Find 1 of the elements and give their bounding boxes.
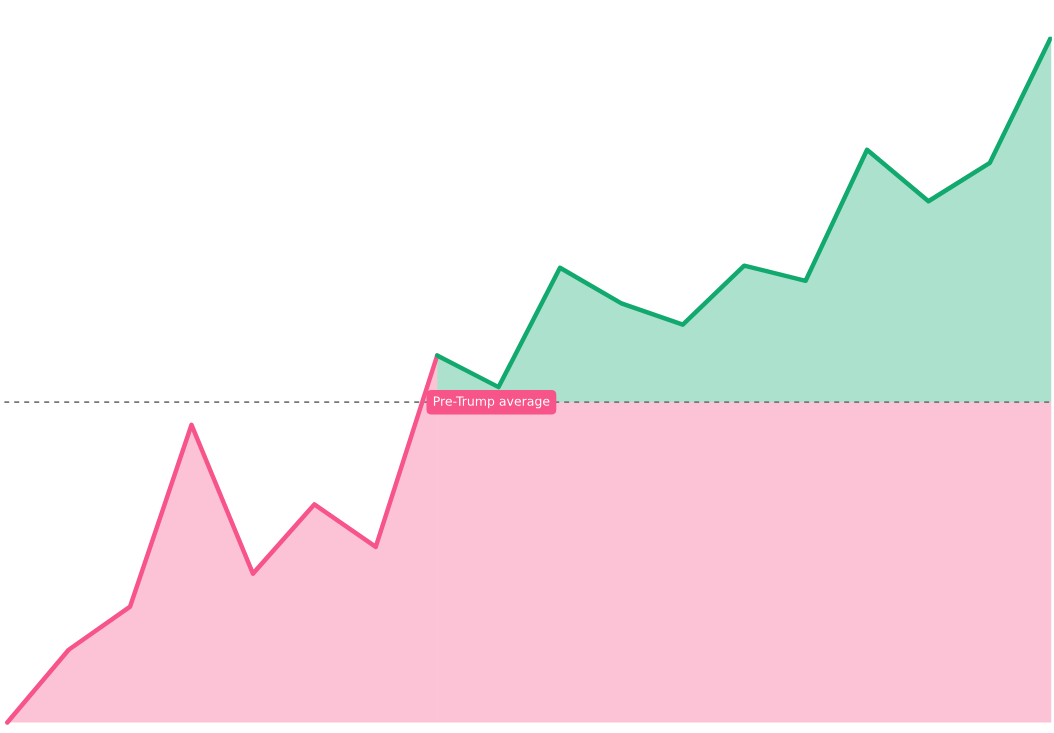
ref-line-label: Pre-Trump average xyxy=(433,396,550,409)
